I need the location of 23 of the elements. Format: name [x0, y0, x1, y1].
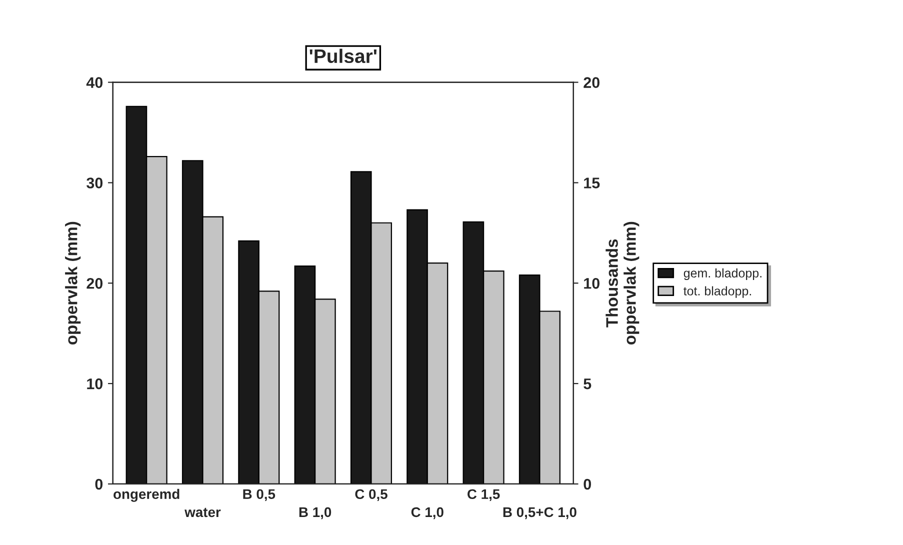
y-tick-label: 0 — [95, 478, 103, 490]
y-tick-label: 20 — [86, 278, 103, 289]
y-tick-label: 40 — [86, 77, 103, 88]
y2-tick-label: 10 — [584, 278, 600, 289]
y-tick-label: 30 — [86, 178, 103, 188]
x-tick-label: B 1,0 — [299, 507, 332, 520]
x-tick-label: C 1,5 — [468, 489, 500, 502]
y-axis-title: oppervlak (mm) — [65, 222, 81, 345]
y2-axis-title: Thousands oppervlak (mm) — [606, 222, 640, 345]
x-tick-label: ongeremd — [114, 488, 180, 502]
x-tick-label: water — [184, 508, 221, 518]
x-tick-label: C 1,0 — [411, 507, 444, 520]
x-tick-label: B 0,5 — [243, 489, 276, 502]
y-tick-label: 10 — [87, 378, 103, 390]
x-tick-label: B 0,5+C 1,0 — [503, 507, 576, 520]
y2-tick-label: 0 — [584, 478, 591, 490]
legend-label: tot. bladopp. — [684, 286, 752, 298]
legend-label: gem. bladopp. — [684, 268, 762, 280]
chart-title: 'Pulsar' — [310, 48, 376, 64]
y2-tick-label: 20 — [584, 77, 600, 88]
x-tick-label: C 0,5 — [355, 489, 388, 502]
y2-tick-label: 5 — [584, 378, 592, 390]
y2-tick-label: 15 — [584, 178, 600, 188]
